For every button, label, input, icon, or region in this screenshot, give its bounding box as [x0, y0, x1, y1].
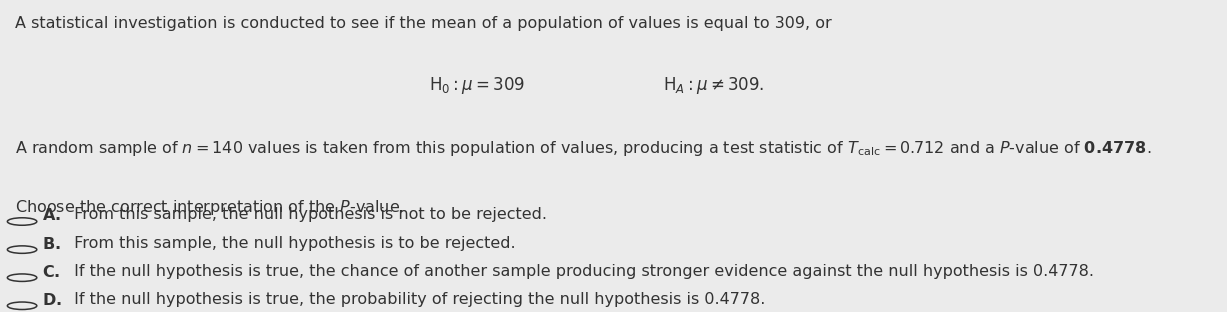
Text: A statistical investigation is conducted to see if the mean of a population of v: A statistical investigation is conducted…: [15, 16, 832, 31]
Text: From this sample, the null hypothesis is not to be rejected.: From this sample, the null hypothesis is…: [69, 207, 547, 222]
Text: $\mathrm{H}_0 : \mu = 309$: $\mathrm{H}_0 : \mu = 309$: [429, 75, 525, 96]
Text: $\mathbf{C.}$: $\mathbf{C.}$: [42, 264, 60, 280]
Text: $\mathbf{B.}$: $\mathbf{B.}$: [42, 236, 60, 251]
Text: A random sample of $n = 140$ values is taken from this population of values, pro: A random sample of $n = 140$ values is t…: [15, 139, 1151, 158]
Text: $\mathbf{A.}$: $\mathbf{A.}$: [42, 207, 60, 223]
Text: If the null hypothesis is true, the chance of another sample producing stronger : If the null hypothesis is true, the chan…: [69, 264, 1093, 279]
Text: $\mathbf{D.}$: $\mathbf{D.}$: [42, 292, 61, 308]
Text: $\mathrm{H}_A : \mu \neq 309.$: $\mathrm{H}_A : \mu \neq 309.$: [663, 75, 764, 96]
Text: If the null hypothesis is true, the probability of rejecting the null hypothesis: If the null hypothesis is true, the prob…: [69, 292, 766, 307]
Text: From this sample, the null hypothesis is to be rejected.: From this sample, the null hypothesis is…: [69, 236, 515, 251]
Text: Choose the correct interpretation of the $P$-value.: Choose the correct interpretation of the…: [15, 198, 404, 217]
